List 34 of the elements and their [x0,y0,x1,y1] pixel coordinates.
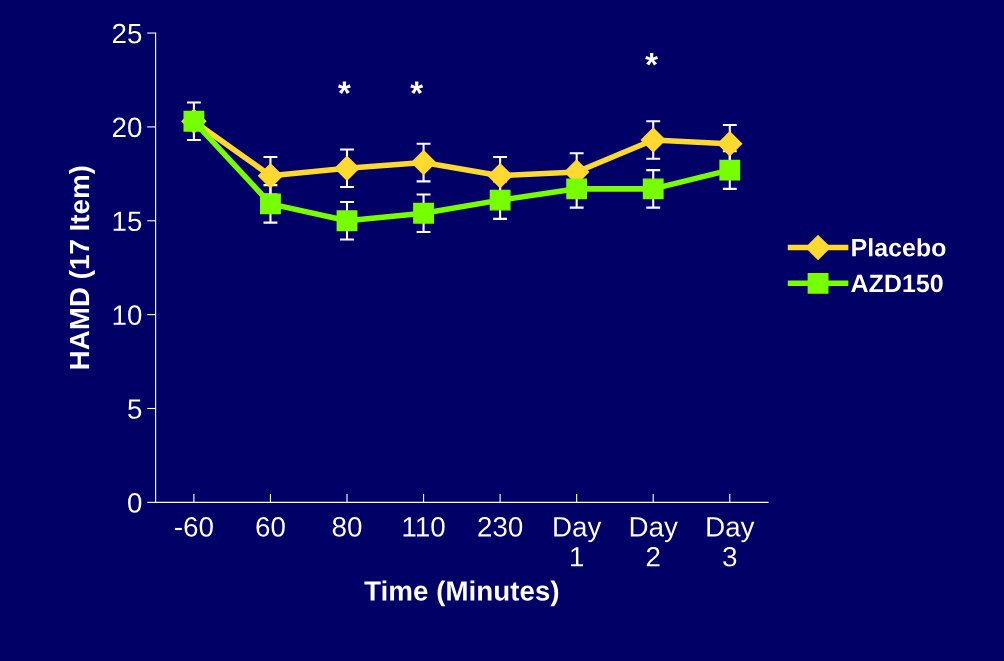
point [566,178,588,200]
annotation: * [645,53,659,66]
y-tick-label: 25 [112,23,142,44]
x-tick-label: Day 3 [707,517,755,567]
point [640,127,666,153]
point [411,150,437,176]
y-axis-title: HAMD (17 Item) [68,166,95,369]
x-tick-label: 60 [256,516,285,537]
point [334,155,360,181]
y-tick-label: 15 [113,211,142,232]
y-tick-label: 5 [128,399,142,419]
legend-label: Placebo [852,238,946,257]
x-tick-label: 230 [478,516,523,537]
point [257,163,283,189]
x-tick-label: Day 1 [554,517,602,567]
point [719,159,741,181]
y-tick-label: 20 [112,117,142,138]
point [260,193,281,215]
point [642,178,664,200]
point [336,210,358,232]
x-tick-label: Day 2 [630,517,678,567]
y-tick-label: 0 [128,493,142,513]
point [717,131,743,157]
x-tick-label: 80 [332,516,362,537]
x-tick-label: -60 [175,516,213,537]
annotation: * [410,81,424,94]
y-tick-label: 10 [113,305,142,325]
legend-label: AZD150 [851,274,943,293]
x-tick-label: 110 [403,516,445,537]
x-axis-title: Time (Minutes) [364,580,559,607]
point [487,163,513,189]
point [413,202,434,224]
point [489,189,511,211]
annotation: * [337,81,351,94]
